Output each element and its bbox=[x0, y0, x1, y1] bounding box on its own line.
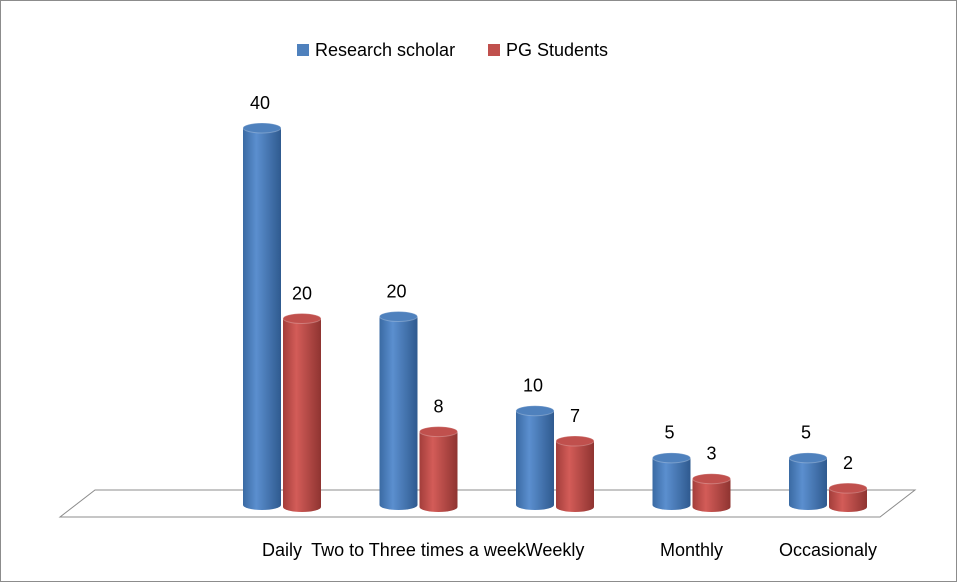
data-label: 2 bbox=[843, 453, 853, 473]
bar-top bbox=[242, 122, 282, 134]
bar-top bbox=[692, 473, 731, 485]
data-label: 10 bbox=[523, 376, 543, 396]
bar-body bbox=[243, 128, 281, 510]
bar bbox=[828, 482, 868, 512]
bar-top bbox=[282, 313, 322, 324]
x-tick-label: Monthly bbox=[660, 540, 723, 560]
data-label: 3 bbox=[706, 443, 716, 463]
bar-body bbox=[652, 457, 691, 510]
data-label: 8 bbox=[433, 396, 443, 416]
bar-body bbox=[283, 318, 321, 512]
bar-body bbox=[379, 316, 418, 510]
bar bbox=[555, 435, 595, 512]
legend-swatch bbox=[297, 44, 309, 56]
x-tick-label: Occasionaly bbox=[779, 540, 877, 560]
bar bbox=[282, 313, 322, 512]
bar-body bbox=[789, 457, 827, 510]
data-label: 20 bbox=[386, 281, 406, 301]
bar-body bbox=[692, 478, 731, 512]
bar-top bbox=[555, 435, 595, 447]
data-label: 5 bbox=[801, 423, 811, 443]
bar-top bbox=[515, 405, 555, 417]
bar-top bbox=[379, 311, 418, 322]
bar-body bbox=[556, 441, 594, 512]
floor bbox=[58, 489, 917, 518]
x-tick-label: Daily bbox=[262, 540, 302, 560]
bar bbox=[419, 426, 458, 512]
bar-top bbox=[788, 452, 828, 464]
data-label: 5 bbox=[664, 423, 674, 443]
bar bbox=[515, 405, 555, 510]
bar bbox=[379, 311, 418, 510]
bar bbox=[652, 452, 691, 510]
data-label: 40 bbox=[250, 93, 270, 113]
x-tick-label: Weekly bbox=[526, 540, 585, 560]
data-label: 20 bbox=[292, 283, 312, 303]
bar-top bbox=[828, 482, 868, 494]
legend-label: PG Students bbox=[506, 40, 608, 60]
x-tick-label: Two to Three times a week bbox=[311, 540, 527, 560]
legend-label: Research scholar bbox=[315, 40, 455, 60]
data-label: 7 bbox=[570, 406, 580, 426]
bar-top bbox=[419, 426, 458, 438]
bar-body bbox=[419, 431, 458, 512]
bar-top bbox=[652, 452, 691, 464]
bar bbox=[788, 452, 828, 510]
legend-swatch bbox=[488, 44, 500, 56]
bar bbox=[692, 473, 731, 512]
bar-body bbox=[516, 410, 554, 510]
bar bbox=[242, 122, 282, 510]
bar-body bbox=[829, 488, 867, 512]
